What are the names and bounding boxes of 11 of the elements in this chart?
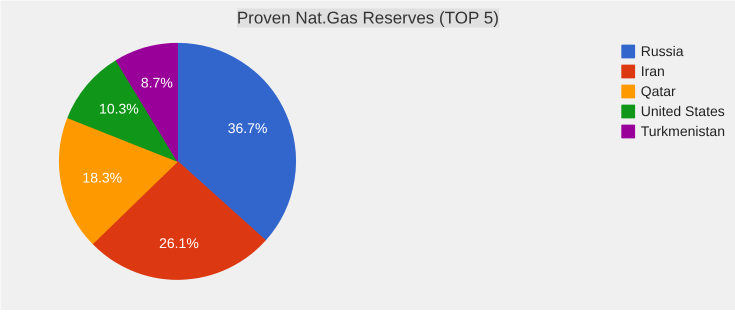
data-label: 26.1%: [159, 235, 199, 252]
legend-label: Iran: [640, 63, 665, 79]
legend-label: United States: [640, 103, 725, 119]
data-label: 36.7%: [228, 120, 268, 136]
chart-title: Proven Nat.Gas Reserves (TOP 5): [236, 8, 499, 28]
data-label: 10.3%: [99, 100, 139, 117]
data-label: 8.7%: [140, 74, 173, 91]
data-label: 18.3%: [82, 169, 122, 186]
legend-label: Turkmenistan: [640, 123, 725, 139]
legend-label: Qatar: [640, 83, 676, 99]
legend-label: Russia: [640, 43, 684, 59]
